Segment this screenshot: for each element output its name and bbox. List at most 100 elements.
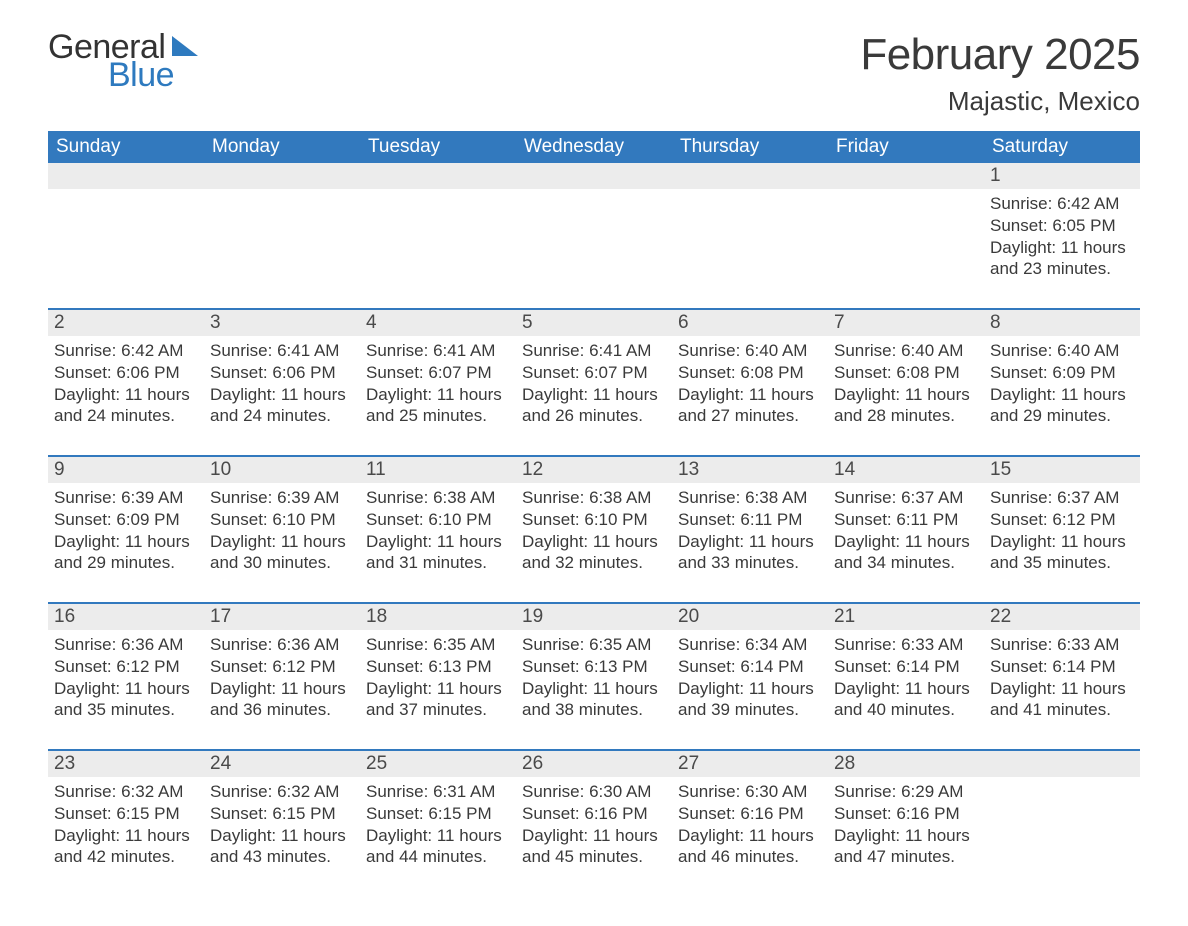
day-cell: Sunrise: 6:31 AMSunset: 6:15 PMDaylight:… (360, 777, 516, 896)
sunset-text: Sunset: 6:12 PM (210, 656, 354, 678)
day-number-row: 16171819202122 (48, 604, 1140, 630)
day-number: 10 (204, 457, 360, 483)
sunset-text: Sunset: 6:16 PM (522, 803, 666, 825)
daylight-text: Daylight: 11 hours and 37 minutes. (366, 678, 510, 722)
title-block: February 2025 Majastic, Mexico (860, 30, 1140, 127)
sunrise-text: Sunrise: 6:36 AM (54, 634, 198, 656)
day-number: 28 (828, 751, 984, 777)
day-data-row: Sunrise: 6:42 AMSunset: 6:05 PMDaylight:… (48, 189, 1140, 309)
day-cell: Sunrise: 6:32 AMSunset: 6:15 PMDaylight:… (204, 777, 360, 896)
daylight-text: Daylight: 11 hours and 31 minutes. (366, 531, 510, 575)
day-number-row: 2345678 (48, 310, 1140, 336)
sunset-text: Sunset: 6:14 PM (678, 656, 822, 678)
daylight-text: Daylight: 11 hours and 45 minutes. (522, 825, 666, 869)
day-number: 21 (828, 604, 984, 630)
empty-day-cell (48, 189, 204, 309)
day-header: Friday (828, 131, 984, 163)
day-cell: Sunrise: 6:41 AMSunset: 6:06 PMDaylight:… (204, 336, 360, 456)
daylight-text: Daylight: 11 hours and 43 minutes. (210, 825, 354, 869)
day-cell: Sunrise: 6:38 AMSunset: 6:10 PMDaylight:… (360, 483, 516, 603)
sunrise-text: Sunrise: 6:32 AM (210, 781, 354, 803)
day-cell: Sunrise: 6:34 AMSunset: 6:14 PMDaylight:… (672, 630, 828, 750)
daylight-text: Daylight: 11 hours and 44 minutes. (366, 825, 510, 869)
sunset-text: Sunset: 6:07 PM (522, 362, 666, 384)
day-cell: Sunrise: 6:30 AMSunset: 6:16 PMDaylight:… (516, 777, 672, 896)
sunset-text: Sunset: 6:12 PM (990, 509, 1134, 531)
day-data-row: Sunrise: 6:36 AMSunset: 6:12 PMDaylight:… (48, 630, 1140, 750)
day-cell: Sunrise: 6:36 AMSunset: 6:12 PMDaylight:… (204, 630, 360, 750)
day-number: 9 (48, 457, 204, 483)
sunset-text: Sunset: 6:13 PM (522, 656, 666, 678)
daylight-text: Daylight: 11 hours and 23 minutes. (990, 237, 1134, 281)
sunrise-text: Sunrise: 6:29 AM (834, 781, 978, 803)
sunrise-text: Sunrise: 6:30 AM (522, 781, 666, 803)
sunset-text: Sunset: 6:15 PM (54, 803, 198, 825)
empty-day-number (204, 163, 360, 189)
sunset-text: Sunset: 6:08 PM (678, 362, 822, 384)
day-header: Saturday (984, 131, 1140, 163)
day-cell: Sunrise: 6:39 AMSunset: 6:10 PMDaylight:… (204, 483, 360, 603)
day-number: 23 (48, 751, 204, 777)
empty-day-cell (516, 189, 672, 309)
day-number-row: 232425262728 (48, 751, 1140, 777)
daylight-text: Daylight: 11 hours and 25 minutes. (366, 384, 510, 428)
empty-day-cell (984, 777, 1140, 896)
sunrise-text: Sunrise: 6:40 AM (990, 340, 1134, 362)
day-cell: Sunrise: 6:42 AMSunset: 6:06 PMDaylight:… (48, 336, 204, 456)
sunrise-text: Sunrise: 6:36 AM (210, 634, 354, 656)
day-number: 11 (360, 457, 516, 483)
empty-day-number (516, 163, 672, 189)
daylight-text: Daylight: 11 hours and 38 minutes. (522, 678, 666, 722)
sunrise-text: Sunrise: 6:39 AM (54, 487, 198, 509)
sunrise-text: Sunrise: 6:42 AM (54, 340, 198, 362)
day-number: 2 (48, 310, 204, 336)
sunrise-text: Sunrise: 6:40 AM (834, 340, 978, 362)
day-cell: Sunrise: 6:41 AMSunset: 6:07 PMDaylight:… (516, 336, 672, 456)
daylight-text: Daylight: 11 hours and 27 minutes. (678, 384, 822, 428)
daylight-text: Daylight: 11 hours and 42 minutes. (54, 825, 198, 869)
day-number: 25 (360, 751, 516, 777)
sunrise-text: Sunrise: 6:31 AM (366, 781, 510, 803)
logo-triangle-icon (172, 36, 198, 56)
sunset-text: Sunset: 6:12 PM (54, 656, 198, 678)
daylight-text: Daylight: 11 hours and 24 minutes. (54, 384, 198, 428)
day-cell: Sunrise: 6:33 AMSunset: 6:14 PMDaylight:… (828, 630, 984, 750)
daylight-text: Daylight: 11 hours and 24 minutes. (210, 384, 354, 428)
daylight-text: Daylight: 11 hours and 46 minutes. (678, 825, 822, 869)
daylight-text: Daylight: 11 hours and 32 minutes. (522, 531, 666, 575)
sunset-text: Sunset: 6:16 PM (834, 803, 978, 825)
page-header: General Blue February 2025 Majastic, Mex… (48, 30, 1140, 127)
day-cell: Sunrise: 6:40 AMSunset: 6:08 PMDaylight:… (672, 336, 828, 456)
empty-day-cell (672, 189, 828, 309)
day-data-row: Sunrise: 6:39 AMSunset: 6:09 PMDaylight:… (48, 483, 1140, 603)
sunset-text: Sunset: 6:10 PM (210, 509, 354, 531)
day-number: 18 (360, 604, 516, 630)
daylight-text: Daylight: 11 hours and 40 minutes. (834, 678, 978, 722)
day-number: 27 (672, 751, 828, 777)
day-number: 12 (516, 457, 672, 483)
sunrise-text: Sunrise: 6:41 AM (366, 340, 510, 362)
day-cell: Sunrise: 6:40 AMSunset: 6:09 PMDaylight:… (984, 336, 1140, 456)
sunset-text: Sunset: 6:09 PM (990, 362, 1134, 384)
day-number: 26 (516, 751, 672, 777)
sunrise-text: Sunrise: 6:41 AM (522, 340, 666, 362)
day-number-row: 1 (48, 163, 1140, 189)
sunset-text: Sunset: 6:07 PM (366, 362, 510, 384)
day-cell: Sunrise: 6:37 AMSunset: 6:12 PMDaylight:… (984, 483, 1140, 603)
day-number: 24 (204, 751, 360, 777)
sunrise-text: Sunrise: 6:38 AM (366, 487, 510, 509)
sunset-text: Sunset: 6:16 PM (678, 803, 822, 825)
day-cell: Sunrise: 6:41 AMSunset: 6:07 PMDaylight:… (360, 336, 516, 456)
sunrise-text: Sunrise: 6:42 AM (990, 193, 1134, 215)
day-header: Monday (204, 131, 360, 163)
daylight-text: Daylight: 11 hours and 34 minutes. (834, 531, 978, 575)
empty-day-cell (360, 189, 516, 309)
daylight-text: Daylight: 11 hours and 35 minutes. (990, 531, 1134, 575)
sunset-text: Sunset: 6:06 PM (54, 362, 198, 384)
sunrise-text: Sunrise: 6:32 AM (54, 781, 198, 803)
logo: General Blue (48, 30, 198, 92)
day-number: 16 (48, 604, 204, 630)
sunrise-text: Sunrise: 6:37 AM (990, 487, 1134, 509)
day-data-row: Sunrise: 6:32 AMSunset: 6:15 PMDaylight:… (48, 777, 1140, 896)
day-data-row: Sunrise: 6:42 AMSunset: 6:06 PMDaylight:… (48, 336, 1140, 456)
